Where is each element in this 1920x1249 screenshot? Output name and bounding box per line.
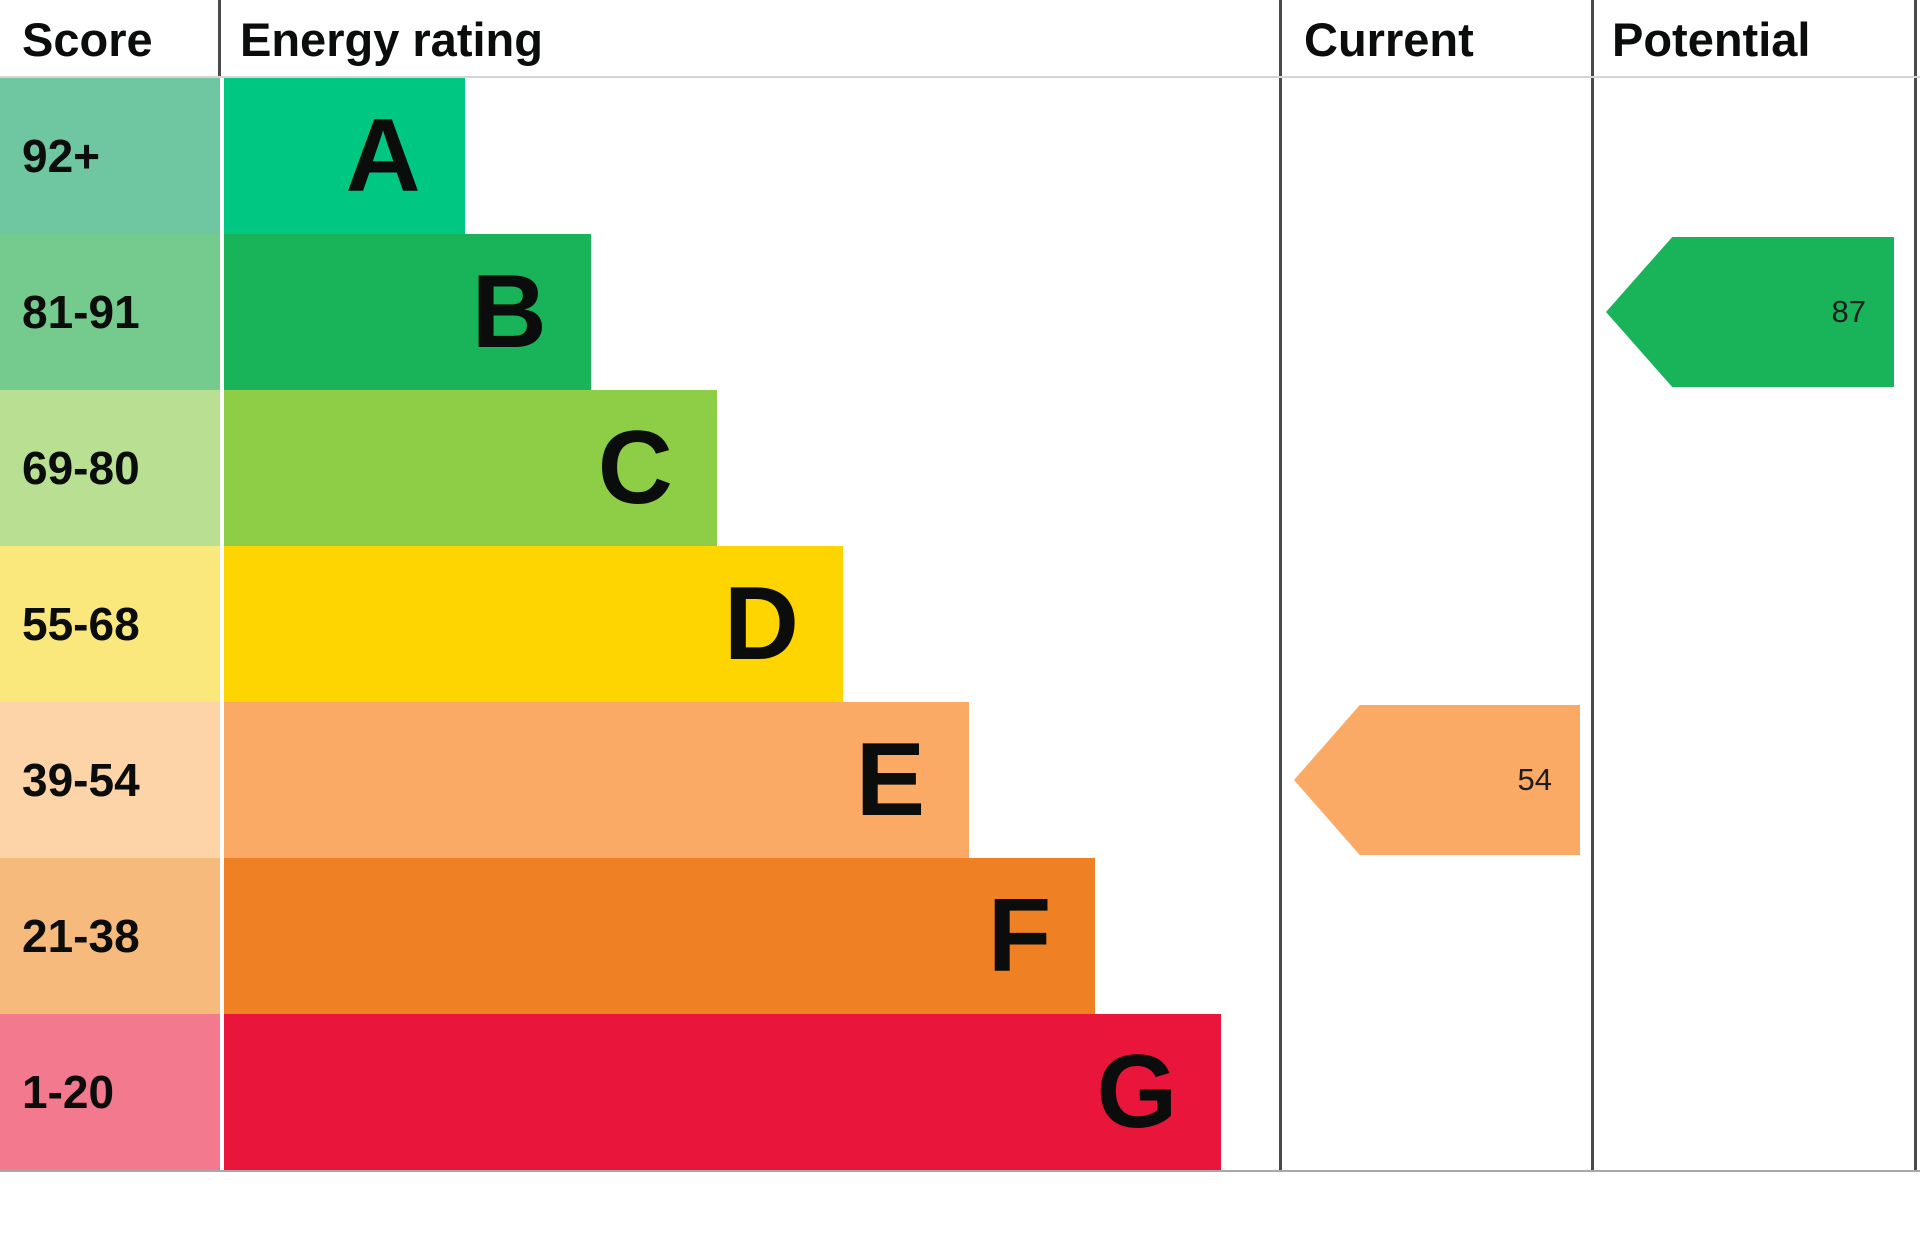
rating-bar-g: G (224, 1014, 1222, 1170)
band-letter: B (471, 254, 547, 370)
band-letter: F (987, 878, 1052, 994)
score-range-cell: 92+ (0, 78, 220, 234)
rating-bar-track: A (220, 78, 1280, 234)
rating-bar-track: C (220, 390, 1280, 546)
score-range-cell: 69-80 (0, 390, 220, 546)
rating-bar-c: C (224, 390, 717, 546)
rating-bar-e: E (224, 702, 970, 858)
rating-bar-track: D (220, 546, 1280, 702)
score-range-cell: 39-54 (0, 702, 220, 858)
right-edge-divider (1914, 0, 1917, 1172)
rating-bar-track: G (220, 1014, 1280, 1170)
band-letter: A (345, 98, 421, 214)
chart-header: Score Energy rating Current Potential (0, 0, 1920, 78)
potential-arrow: 87 (1606, 237, 1894, 387)
score-column-divider (218, 0, 221, 78)
header-energy-rating-label: Energy rating (240, 12, 543, 66)
header-underline (0, 76, 1920, 78)
band-letter: D (723, 566, 800, 682)
chart-bottom-line (0, 1170, 1920, 1172)
current-column-divider (1279, 0, 1282, 1172)
header-potential-label: Potential (1612, 12, 1811, 66)
score-range-cell: 81-91 (0, 234, 220, 390)
score-range-cell: 1-20 (0, 1014, 220, 1170)
rating-bar-b: B (224, 234, 591, 390)
rating-bar-f: F (224, 858, 1096, 1014)
score-range-cell: 55-68 (0, 546, 220, 702)
potential-column-divider (1591, 0, 1594, 1172)
header-score-label: Score (22, 12, 153, 66)
band-row-c: 69-80 C (0, 390, 1920, 546)
rating-bar-d: D (224, 546, 844, 702)
rating-bar-track: E (220, 702, 1280, 858)
band-row-g: 1-20 G (0, 1014, 1920, 1170)
rating-bar-track: B (220, 234, 1280, 390)
band-row-a: 92+ A (0, 78, 1920, 234)
current-arrow: 54 (1294, 705, 1580, 855)
rating-bar-a: A (224, 78, 465, 234)
band-letter: E (855, 722, 926, 838)
header-current-label: Current (1304, 12, 1474, 66)
band-row-e: 39-54 E (0, 702, 1920, 858)
band-letter: C (597, 410, 673, 526)
band-rows: 92+ A 81-91 B 69-80 C 5 (0, 78, 1920, 1170)
band-row-f: 21-38 F (0, 858, 1920, 1014)
band-letter: G (1096, 1034, 1178, 1150)
potential-value: 87 (1831, 294, 1866, 329)
current-value: 54 (1517, 762, 1552, 797)
band-row-d: 55-68 D (0, 546, 1920, 702)
band-row-b: 81-91 B (0, 234, 1920, 390)
rating-bar-track: F (220, 858, 1280, 1014)
score-range-cell: 21-38 (0, 858, 220, 1014)
